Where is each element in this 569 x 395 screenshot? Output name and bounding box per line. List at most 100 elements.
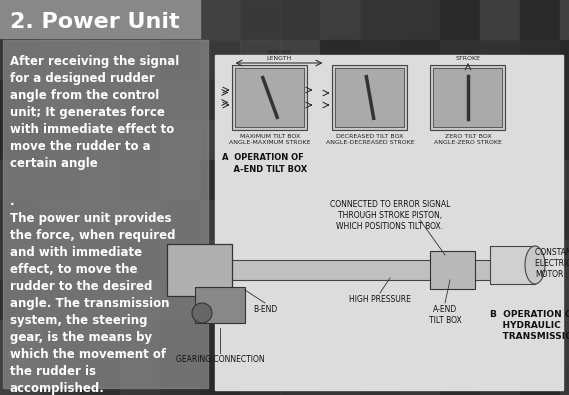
Bar bbox=[40, 280, 80, 320]
Bar bbox=[120, 160, 160, 200]
Bar bbox=[360, 200, 400, 240]
Bar bbox=[520, 200, 560, 240]
Bar bbox=[430, 251, 475, 289]
Bar bbox=[480, 240, 520, 280]
Bar bbox=[440, 240, 480, 280]
Bar bbox=[240, 160, 280, 200]
Bar bbox=[40, 0, 80, 40]
Bar bbox=[280, 120, 320, 160]
Bar bbox=[80, 240, 120, 280]
Bar bbox=[440, 0, 480, 40]
Bar bbox=[280, 80, 320, 120]
Text: MAXIMUM TILT BOX
ANGLE-MAXIMUM STROKE: MAXIMUM TILT BOX ANGLE-MAXIMUM STROKE bbox=[229, 134, 311, 145]
Bar bbox=[80, 280, 120, 320]
Bar bbox=[120, 120, 160, 160]
Bar bbox=[360, 0, 400, 40]
Bar bbox=[120, 240, 160, 280]
Bar bbox=[431, 65, 505, 130]
Bar bbox=[200, 240, 240, 280]
Bar bbox=[320, 280, 360, 320]
Bar bbox=[280, 40, 320, 80]
Bar bbox=[440, 280, 480, 320]
Bar bbox=[560, 360, 569, 395]
Bar bbox=[320, 360, 360, 395]
Bar bbox=[0, 0, 40, 40]
Bar bbox=[0, 200, 40, 240]
Bar bbox=[320, 160, 360, 200]
Text: .
The power unit provides
the force, when required
and with immediate
effect, to: . The power unit provides the force, whe… bbox=[10, 195, 175, 395]
Bar bbox=[160, 320, 200, 360]
Bar bbox=[400, 160, 440, 200]
Bar bbox=[200, 280, 240, 320]
Bar bbox=[200, 320, 240, 360]
Bar bbox=[360, 160, 400, 200]
Bar bbox=[80, 80, 120, 120]
Bar bbox=[160, 360, 200, 395]
Bar bbox=[440, 360, 480, 395]
Bar bbox=[400, 320, 440, 360]
Bar bbox=[490, 246, 535, 284]
Bar bbox=[520, 0, 560, 40]
Bar bbox=[40, 160, 80, 200]
Bar bbox=[560, 200, 569, 240]
Bar bbox=[167, 244, 232, 296]
Bar bbox=[360, 280, 400, 320]
Bar bbox=[400, 360, 440, 395]
Bar bbox=[120, 280, 160, 320]
Bar bbox=[200, 360, 240, 395]
Bar bbox=[440, 200, 480, 240]
Bar bbox=[560, 40, 569, 80]
Text: A-END
TILT BOX: A-END TILT BOX bbox=[428, 305, 461, 325]
Bar bbox=[120, 40, 160, 80]
Bar bbox=[480, 80, 520, 120]
Bar bbox=[400, 120, 440, 160]
Text: A  OPERATION OF
    A-END TILT BOX: A OPERATION OF A-END TILT BOX bbox=[222, 153, 307, 174]
Bar bbox=[440, 320, 480, 360]
Bar bbox=[280, 360, 320, 395]
Bar bbox=[360, 360, 400, 395]
Bar bbox=[0, 0, 200, 38]
Bar bbox=[80, 360, 120, 395]
Bar bbox=[160, 0, 200, 40]
Bar bbox=[80, 0, 120, 40]
Bar bbox=[80, 200, 120, 240]
Bar bbox=[160, 160, 200, 200]
Bar bbox=[120, 0, 160, 40]
Bar bbox=[520, 120, 560, 160]
Bar bbox=[560, 240, 569, 280]
Bar bbox=[160, 200, 200, 240]
Bar bbox=[280, 280, 320, 320]
Bar bbox=[200, 160, 240, 200]
Bar bbox=[120, 200, 160, 240]
Bar bbox=[440, 80, 480, 120]
Text: GEARING CONNECTION: GEARING CONNECTION bbox=[176, 355, 265, 364]
Text: DECREASED TILT BOX
ANGLE-DECREASED STROKE: DECREASED TILT BOX ANGLE-DECREASED STROK… bbox=[325, 134, 414, 145]
Bar bbox=[3, 40, 208, 388]
Bar bbox=[40, 320, 80, 360]
Bar bbox=[434, 68, 502, 127]
Bar bbox=[200, 40, 240, 80]
Bar bbox=[160, 240, 200, 280]
Bar bbox=[480, 160, 520, 200]
Text: NO
STROKE: NO STROKE bbox=[456, 50, 480, 61]
Bar bbox=[200, 200, 240, 240]
Bar bbox=[336, 68, 405, 127]
Bar bbox=[0, 160, 40, 200]
Bar bbox=[480, 320, 520, 360]
Ellipse shape bbox=[525, 246, 545, 284]
Bar bbox=[520, 320, 560, 360]
Bar bbox=[0, 40, 40, 80]
Bar bbox=[40, 240, 80, 280]
Bar bbox=[280, 160, 320, 200]
Bar bbox=[80, 320, 120, 360]
Bar bbox=[40, 120, 80, 160]
Text: ZERO TILT BOX
ANGLE-ZERO STROKE: ZERO TILT BOX ANGLE-ZERO STROKE bbox=[434, 134, 502, 145]
Bar bbox=[160, 80, 200, 120]
Bar bbox=[200, 120, 240, 160]
Bar bbox=[560, 320, 569, 360]
Bar bbox=[240, 40, 280, 80]
Bar bbox=[400, 200, 440, 240]
Bar bbox=[520, 40, 560, 80]
Bar bbox=[480, 120, 520, 160]
Bar bbox=[320, 240, 360, 280]
